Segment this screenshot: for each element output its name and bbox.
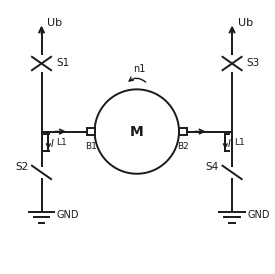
Text: L1: L1: [56, 138, 67, 147]
Text: $I$: $I$: [50, 137, 54, 149]
Bar: [179, 128, 187, 135]
Text: S2: S2: [15, 162, 28, 172]
Text: n1: n1: [133, 64, 146, 74]
Text: GND: GND: [56, 210, 79, 219]
Bar: [87, 128, 95, 135]
Text: S3: S3: [246, 58, 260, 68]
Text: B2: B2: [177, 142, 189, 151]
Text: S1: S1: [56, 58, 69, 68]
Text: M: M: [130, 125, 144, 139]
Text: $I$: $I$: [227, 137, 232, 149]
Text: Ub: Ub: [238, 18, 253, 28]
Text: B1: B1: [85, 142, 97, 151]
Text: GND: GND: [247, 210, 270, 219]
Text: S4: S4: [206, 162, 219, 172]
Text: Ub: Ub: [47, 18, 62, 28]
Text: L1: L1: [234, 138, 244, 147]
